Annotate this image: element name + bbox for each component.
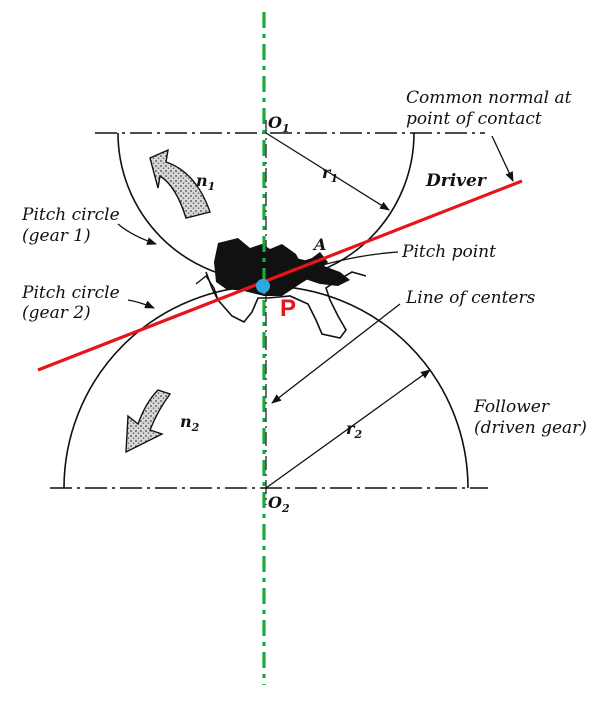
follower-tooth-left	[195, 274, 219, 301]
r1-label: r1	[322, 163, 338, 185]
pitch-circle-1-label-line1: Pitch circle	[21, 205, 120, 225]
common-normal-label-line2: point of contact	[406, 109, 542, 129]
point-p-small-label: P	[243, 261, 257, 280]
pitch-circle-1-leader	[117, 223, 157, 245]
n1-label: n1	[196, 171, 215, 193]
driver-label: Driver	[425, 171, 487, 191]
common-normal-leader	[491, 135, 514, 182]
point-a-label: A	[312, 235, 326, 254]
line-of-centers-leader	[271, 303, 401, 404]
follower-label-line2: (driven gear)	[474, 418, 587, 438]
follower-teeth	[205, 271, 367, 339]
point-p-marker: P	[280, 295, 296, 322]
n1-rotation-arrow	[149, 148, 211, 219]
pitch-circle-2-leader	[127, 299, 155, 309]
o1-label: O1	[268, 113, 290, 135]
n2-label: n2	[180, 412, 200, 434]
r1-radius-line	[265, 132, 390, 211]
driver-teeth	[214, 238, 328, 296]
pitch-circle-1-label-line2: (gear 1)	[22, 226, 91, 246]
n2-rotation-arrow	[125, 389, 172, 454]
red-common-normal-line	[37, 179, 523, 372]
common-normal-label-line1: Common normal at	[406, 88, 572, 108]
follower-label-line1: Follower	[473, 397, 550, 417]
pitch-circle-2-label-line2: (gear 2)	[22, 303, 91, 323]
r2-radius-line	[265, 369, 431, 489]
pitch-point-label: Pitch point	[401, 242, 496, 262]
line-of-centers-label: Line of centers	[405, 288, 536, 308]
pitch-circle-2-label-line1: Pitch circle	[21, 283, 120, 303]
o2-label: O2	[268, 493, 290, 515]
pitch-point-leader	[275, 251, 399, 281]
pitch-point-dot	[256, 279, 270, 293]
r2-label: r2	[346, 419, 362, 441]
